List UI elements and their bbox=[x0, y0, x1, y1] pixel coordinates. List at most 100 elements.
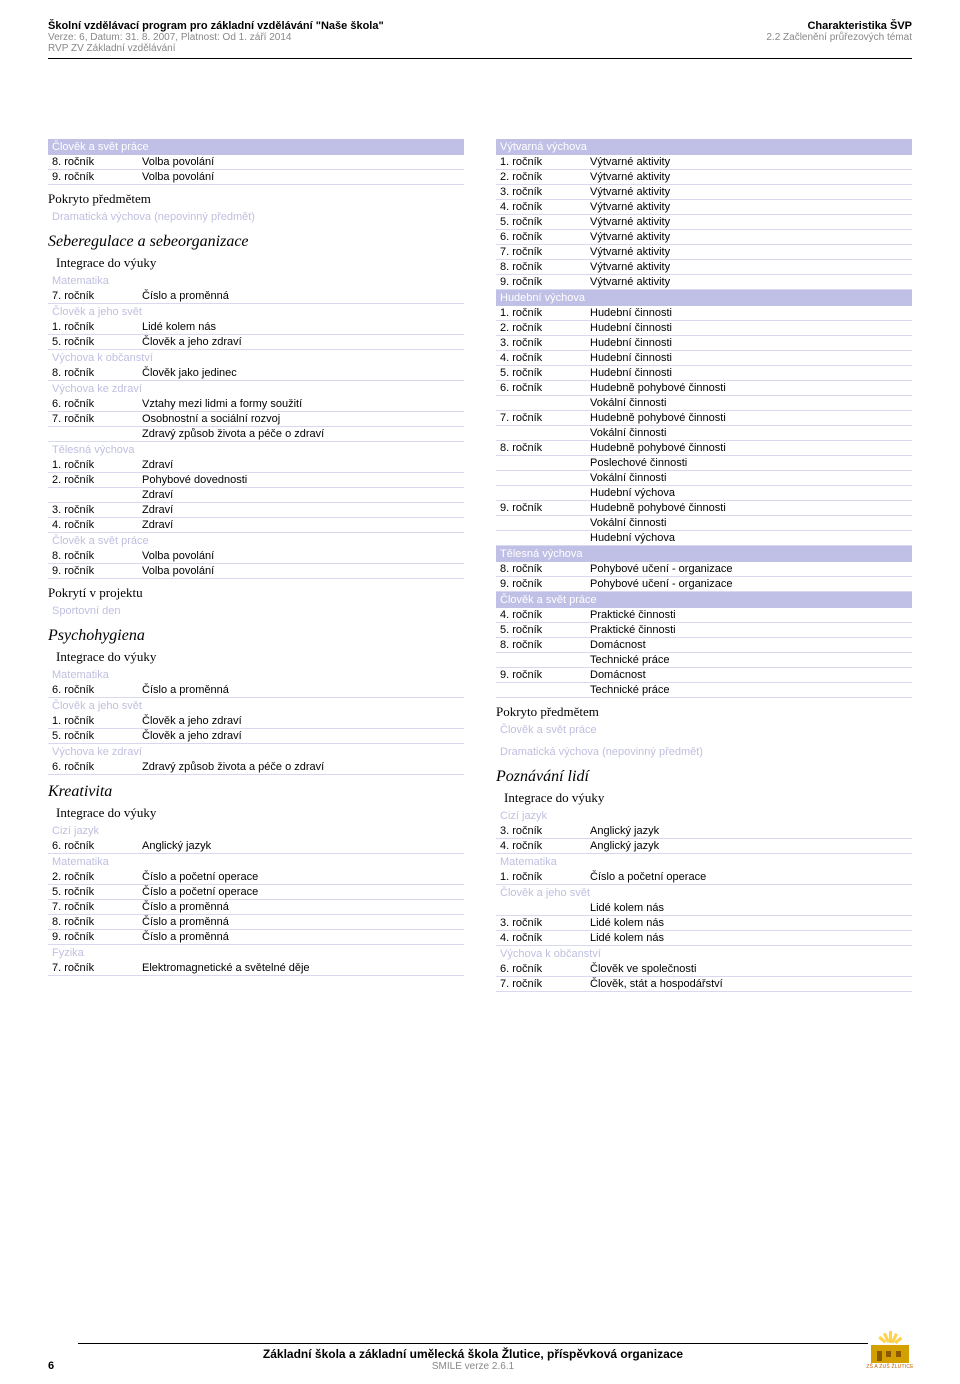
subheader: Člověk a jeho svět bbox=[496, 885, 912, 901]
page-number: 6 bbox=[48, 1360, 78, 1372]
subheader: Výchova k občanství bbox=[48, 350, 464, 366]
table-row: 1. ročníkČlověk a jeho zdraví bbox=[48, 714, 464, 729]
row-topic: Zdraví bbox=[142, 504, 460, 516]
table-row: 2. ročníkHudební činnosti bbox=[496, 321, 912, 336]
row-grade: 2. ročník bbox=[500, 322, 590, 334]
table-row: 9. ročníkVolba povolání bbox=[48, 170, 464, 185]
row-grade: 8. ročník bbox=[52, 916, 142, 928]
subheader: Člověk a jeho svět bbox=[48, 304, 464, 320]
section-title: Seberegulace a sebeorganizace bbox=[48, 225, 464, 253]
row-container: 7. ročníkElektromagnetické a světelné dě… bbox=[48, 961, 464, 976]
table-row: Vokální činnosti bbox=[496, 396, 912, 411]
row-topic: Člověk a jeho zdraví bbox=[142, 715, 460, 727]
row-grade: 5. ročník bbox=[52, 336, 142, 348]
table-row: 9. ročníkVolba povolání bbox=[48, 564, 464, 579]
row-grade: 7. ročník bbox=[52, 901, 142, 913]
row-topic: Číslo a početní operace bbox=[142, 871, 460, 883]
table-row: 4. ročníkAnglický jazyk bbox=[496, 839, 912, 854]
subheader: Cizí jazyk bbox=[496, 808, 912, 824]
row-topic: Volba povolání bbox=[142, 565, 460, 577]
row-grade: 9. ročník bbox=[52, 931, 142, 943]
row-topic: Lidé kolem nás bbox=[590, 902, 908, 914]
table-row: 7. ročníkVýtvarné aktivity bbox=[496, 245, 912, 260]
header-rvp: RVP ZV Základní vzdělávání bbox=[48, 43, 384, 54]
table-row: 4. ročníkVýtvarné aktivity bbox=[496, 200, 912, 215]
school-logo-icon: ZŠ A ZUŠ ŽLUTICE bbox=[868, 1328, 912, 1372]
row-topic: Volba povolání bbox=[142, 550, 460, 562]
row-topic: Hudebně pohybové činnosti bbox=[590, 502, 908, 514]
row-grade bbox=[500, 902, 590, 914]
row-grade: 3. ročník bbox=[500, 186, 590, 198]
table-row: 7. ročníkHudebně pohybové činnosti bbox=[496, 411, 912, 426]
row-container: 1. ročníkHudební činnosti2. ročníkHudebn… bbox=[496, 306, 912, 546]
row-topic: Lidé kolem nás bbox=[142, 321, 460, 333]
row-grade: 7. ročník bbox=[500, 978, 590, 990]
row-topic: Hudební činnosti bbox=[590, 337, 908, 349]
row-container: 8. ročníkČlověk jako jedinec bbox=[48, 366, 464, 381]
table-row: 5. ročníkPraktické činnosti bbox=[496, 623, 912, 638]
row-topic: Technické práce bbox=[590, 684, 908, 696]
row-topic: Zdravý způsob života a péče o zdraví bbox=[142, 428, 460, 440]
row-grade: 5. ročník bbox=[500, 367, 590, 379]
row-grade: 6. ročník bbox=[500, 231, 590, 243]
row-container: 6. ročníkZdravý způsob života a péče o z… bbox=[48, 760, 464, 775]
table-row: 8. ročníkVolba povolání bbox=[48, 155, 464, 170]
row-topic: Osobnostní a sociální rozvoj bbox=[142, 413, 460, 425]
row-topic: Výtvarné aktivity bbox=[590, 231, 908, 243]
integrace-label: Integrace do výuky bbox=[48, 253, 464, 273]
row-topic: Hudebně pohybové činnosti bbox=[590, 382, 908, 394]
table-row: 6. ročníkČíslo a proměnná bbox=[48, 683, 464, 698]
row-topic: Hudební výchova bbox=[590, 532, 908, 544]
row-topic: Vokální činnosti bbox=[590, 517, 908, 529]
row-topic: Číslo a proměnná bbox=[142, 290, 460, 302]
row-topic: Hudební činnosti bbox=[590, 307, 908, 319]
row-grade: 4. ročník bbox=[500, 352, 590, 364]
table-row: 5. ročníkVýtvarné aktivity bbox=[496, 215, 912, 230]
row-grade: 5. ročník bbox=[500, 624, 590, 636]
row-grade bbox=[500, 457, 590, 469]
row-topic: Poslechové činnosti bbox=[590, 457, 908, 469]
subheader: Matematika bbox=[48, 667, 464, 683]
row-grade bbox=[500, 472, 590, 484]
row-topic: Lidé kolem nás bbox=[590, 932, 908, 944]
table-row: 7. ročníkČíslo a proměnná bbox=[48, 900, 464, 915]
section-title: Psychohygiena bbox=[48, 619, 464, 647]
table-row: Poslechové činnosti bbox=[496, 456, 912, 471]
integrace-label: Integrace do výuky bbox=[496, 788, 912, 808]
row-grade: 8. ročník bbox=[500, 261, 590, 273]
row-container: 8. ročníkVolba povolání9. ročníkVolba po… bbox=[48, 155, 464, 185]
pokryto-sub: Dramatická výchova (nepovinný předmět) bbox=[48, 209, 464, 225]
table-row: 5. ročníkHudební činnosti bbox=[496, 366, 912, 381]
row-topic: Číslo a proměnná bbox=[142, 901, 460, 913]
row-topic: Pohybové učení - organizace bbox=[590, 563, 908, 575]
footer-center: Základní škola a základní umělecká škola… bbox=[78, 1343, 868, 1372]
table-row: 9. ročníkDomácnost bbox=[496, 668, 912, 683]
row-grade: 9. ročník bbox=[500, 669, 590, 681]
row-grade: 6. ročník bbox=[52, 684, 142, 696]
row-grade: 7. ročník bbox=[52, 290, 142, 302]
table-row: 8. ročníkVýtvarné aktivity bbox=[496, 260, 912, 275]
page: Školní vzdělávací program pro základní v… bbox=[0, 0, 960, 1384]
table-row: Lidé kolem nás bbox=[496, 901, 912, 916]
table-row: 4. ročníkPraktické činnosti bbox=[496, 608, 912, 623]
header-title: Školní vzdělávací program pro základní v… bbox=[48, 20, 384, 32]
row-topic: Pohybové učení - organizace bbox=[590, 578, 908, 590]
row-grade: 6. ročník bbox=[500, 382, 590, 394]
table-row: 2. ročníkČíslo a početní operace bbox=[48, 870, 464, 885]
row-grade: 1. ročník bbox=[500, 871, 590, 883]
row-grade: 4. ročník bbox=[500, 840, 590, 852]
row-grade: 9. ročník bbox=[500, 578, 590, 590]
table-row: 1. ročníkVýtvarné aktivity bbox=[496, 155, 912, 170]
row-grade: 5. ročník bbox=[52, 730, 142, 742]
subject-header: Člověk a svět práce bbox=[496, 592, 912, 608]
row-grade: 8. ročník bbox=[52, 550, 142, 562]
row-container: 7. ročníkČíslo a proměnná bbox=[48, 289, 464, 304]
row-topic: Člověk a jeho zdraví bbox=[142, 336, 460, 348]
row-topic: Vokální činnosti bbox=[590, 472, 908, 484]
row-topic: Číslo a proměnná bbox=[142, 916, 460, 928]
subheader: Člověk a jeho svět bbox=[48, 698, 464, 714]
table-row: 7. ročníkČlověk, stát a hospodářství bbox=[496, 977, 912, 992]
table-row: 1. ročníkZdraví bbox=[48, 458, 464, 473]
row-container: 6. ročníkVztahy mezi lidmi a formy souži… bbox=[48, 397, 464, 442]
row-container: 6. ročníkAnglický jazyk bbox=[48, 839, 464, 854]
